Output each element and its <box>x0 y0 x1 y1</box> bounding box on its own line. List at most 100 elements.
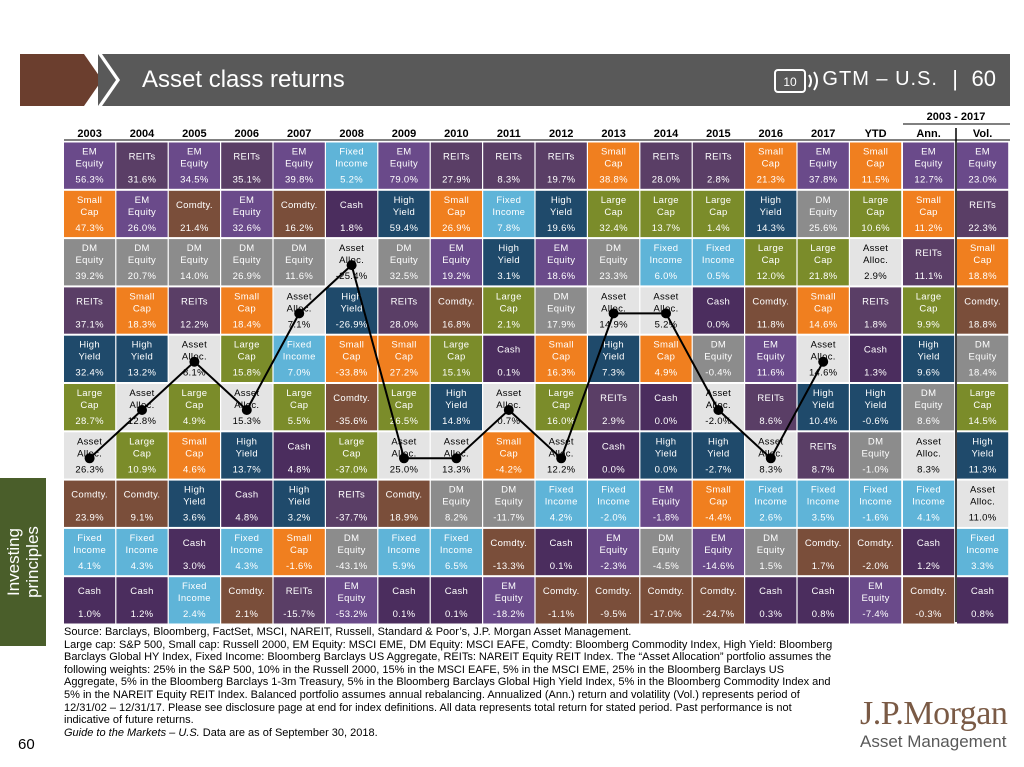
cell-label: Asset <box>339 243 364 254</box>
cell-background <box>326 480 378 527</box>
cell-label: Cash <box>971 586 994 597</box>
cell-label: Fixed <box>287 340 312 351</box>
cell-background <box>535 335 587 382</box>
cell-label: REITs <box>76 296 103 307</box>
cell-background <box>378 142 430 189</box>
cell-value: 38.8% <box>599 175 628 186</box>
cell-label: EM <box>449 243 464 254</box>
cell-background <box>903 384 955 431</box>
cell-label: Cap <box>80 400 98 411</box>
cell-value: 18.6% <box>547 271 576 282</box>
cell-value: -25.4% <box>336 271 368 282</box>
cell-background <box>850 142 902 189</box>
cell-label: Cash <box>497 345 520 356</box>
cell-value: 2.1% <box>235 609 258 620</box>
cell-background <box>273 528 325 576</box>
cell-background <box>483 190 535 238</box>
cell-label: Comdty. <box>543 586 580 597</box>
cell-value: -1.0% <box>862 464 889 475</box>
cell-value: 0.0% <box>655 464 678 475</box>
cell-label: Large <box>77 388 103 399</box>
cell-value: 19.7% <box>547 175 576 186</box>
title-bar: Asset class returns 10 GTM – U.S. | 60 <box>20 54 1010 106</box>
cell-label: Large <box>548 388 574 399</box>
cell-label: Yield <box>971 448 993 459</box>
cell-background <box>957 577 1009 624</box>
cell-value: 1.4% <box>707 223 730 234</box>
cell-label: EM <box>187 147 202 158</box>
cell-label: Fixed <box>654 243 679 254</box>
cell-label: REITs <box>391 296 418 307</box>
cell-background <box>588 577 640 624</box>
guide-title: Guide to the Markets – U.S. <box>64 726 200 739</box>
cell-background <box>221 528 273 576</box>
cell-value: 56.3% <box>75 175 104 186</box>
cell-label: Small <box>811 291 836 302</box>
cell-value: 25.6% <box>809 223 838 234</box>
cell-label: Cap <box>447 207 465 218</box>
column-header-2011: 2011 <box>497 128 521 140</box>
cell-value: -1.6% <box>286 561 313 572</box>
cell-reits-2013: REITs 2.9% <box>588 384 640 431</box>
cell-background <box>430 480 482 527</box>
cell-label: Equity <box>704 352 732 363</box>
cell-background <box>903 142 955 189</box>
cell-label: Comdty. <box>386 490 423 501</box>
cell-reits-ann: REITs 11.1% <box>903 239 955 286</box>
cell-label: Cap <box>500 448 518 459</box>
cell-label: Fixed <box>182 581 207 592</box>
cell-label: Equity <box>285 255 313 266</box>
logo-wordmark: J.P.Morgan <box>860 695 1008 732</box>
cell-background <box>64 287 116 334</box>
cell-value: 11.5% <box>862 175 890 186</box>
cell-value: 21.4% <box>180 223 209 234</box>
cell-value: -15.7% <box>283 609 315 620</box>
cell-background <box>588 432 640 479</box>
cell-background <box>535 384 587 431</box>
asset-alloc-point-2004 <box>137 405 147 415</box>
cell-background <box>116 432 168 479</box>
cell-label: Asset <box>811 340 836 351</box>
cell-label: Large <box>391 388 417 399</box>
cell-label: Equity <box>442 497 470 508</box>
cell-reits-2012: REITs 19.7% <box>535 142 587 189</box>
cell-background <box>903 480 955 527</box>
cell-label: Cap <box>709 207 727 218</box>
cell-label: Large <box>810 243 836 254</box>
cell-background <box>430 239 482 286</box>
cell-background <box>483 239 535 286</box>
column-header-2009: 2009 <box>392 128 416 140</box>
cell-background <box>957 528 1009 576</box>
data-date: Data are as of September 30, 2018. <box>199 726 378 739</box>
cell-label: Asset <box>863 243 888 254</box>
cell-label: Comdty. <box>71 490 108 501</box>
cell-reits-2015: REITs 2.8% <box>692 142 744 189</box>
cell-label: High <box>551 195 572 206</box>
cell-label: Equity <box>757 545 785 556</box>
cell-comdty-2011: Comdty. -13.3% <box>483 528 535 576</box>
cell-background <box>957 190 1009 238</box>
cell-value: -35.6% <box>336 416 368 427</box>
cell-label: Cash <box>183 538 206 549</box>
cell-background <box>640 384 692 431</box>
cell-value: 8.1% <box>183 368 206 379</box>
cell-value: 0.0% <box>602 464 625 475</box>
